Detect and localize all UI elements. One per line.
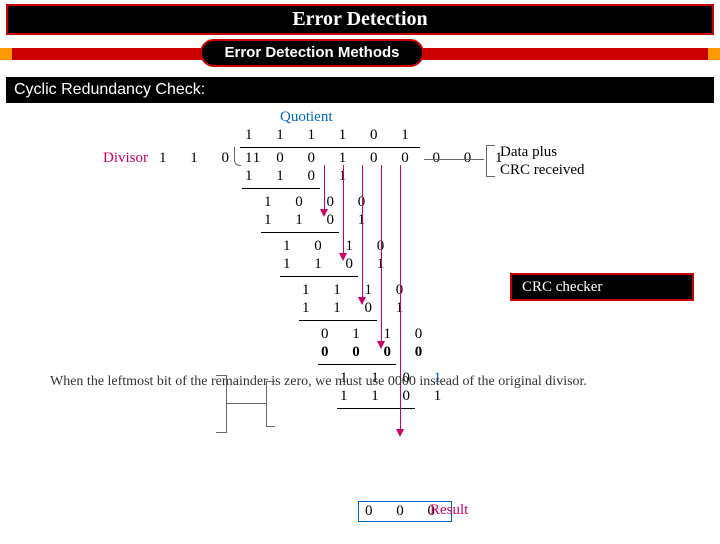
step-rule	[337, 408, 415, 409]
zero-note: When the leftmost bit of the remainder i…	[50, 373, 587, 391]
crc-checker-box: CRC checker	[510, 273, 694, 301]
carry-arrow	[381, 165, 382, 343]
crc-checker-label: CRC checker	[522, 279, 602, 295]
quotient-label: Quotient	[280, 109, 333, 126]
step-rule	[318, 364, 396, 365]
step-rule	[280, 276, 358, 277]
page-title: Error Detection	[292, 8, 427, 30]
carry-arrow-head	[358, 297, 366, 305]
dataplus-label: Data plus CRC received	[500, 143, 585, 179]
quotient-digits: 1 1 1 1 0 1	[245, 127, 419, 144]
divisor-label: Divisor	[103, 150, 148, 167]
step-rule	[261, 232, 339, 233]
division-bracket	[234, 147, 241, 166]
subtitle-text: Error Detection Methods	[224, 44, 399, 61]
stripe-row: Error Detection Methods	[0, 41, 720, 67]
crc-division-diagram: Quotient 1 1 1 1 0 1 Divisor 1 1 0 1 1 0…	[0, 103, 720, 543]
stripe	[0, 48, 12, 60]
section-bar: Cyclic Redundancy Check:	[6, 77, 714, 103]
note-connector	[226, 403, 266, 404]
stripe	[12, 48, 202, 60]
carry-arrow-head	[320, 209, 328, 217]
carry-arrow-head	[377, 341, 385, 349]
annot-line	[424, 159, 484, 160]
note-bracket-r	[266, 381, 275, 427]
section-text: Cyclic Redundancy Check:	[14, 81, 205, 98]
carry-arrow	[343, 165, 344, 255]
annot-bracket	[486, 145, 495, 177]
step-digits: 1 1 0 1	[245, 168, 356, 185]
division-bar	[240, 147, 420, 148]
note-bracket-l	[216, 375, 227, 433]
result-label: Result	[430, 502, 468, 519]
step-rule	[299, 320, 377, 321]
carry-arrow-head	[339, 253, 347, 261]
title-bar: Error Detection	[6, 4, 714, 35]
stripe	[408, 48, 708, 60]
carry-arrow	[324, 165, 325, 211]
stripe	[708, 48, 720, 60]
carry-arrow-head	[396, 429, 404, 437]
carry-arrow	[362, 165, 363, 299]
step-rule	[242, 188, 320, 189]
subtitle-pill: Error Detection Methods	[200, 39, 424, 67]
